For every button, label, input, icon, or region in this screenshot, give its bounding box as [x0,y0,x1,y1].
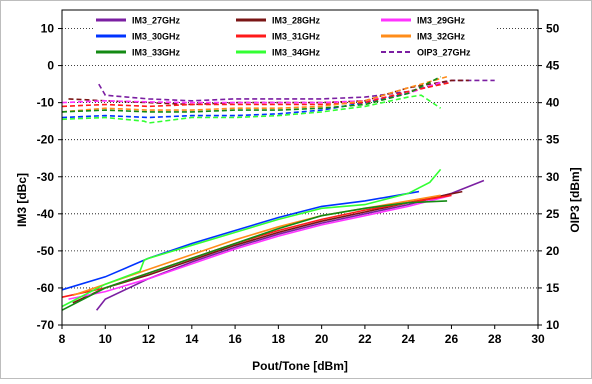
y2-tick-label-1: 15 [546,281,560,295]
y-tick-label-3: -40 [37,207,55,221]
y2-tick-label-2: 20 [546,244,560,258]
x-tick-label-8: 24 [402,332,416,346]
x-tick-label-6: 20 [315,332,329,346]
y2-tick-label-4: 30 [546,170,560,184]
y-tick-label-8: 10 [41,22,55,36]
y2-tick-label-7: 45 [546,59,560,73]
y-tick-label-5: -20 [37,133,55,147]
y-tick-label-1: -60 [37,281,55,295]
legend-label-6: IM3_33GHz [132,48,181,58]
y-tick-label-2: -50 [37,244,55,258]
y2-axis-title: OIP3 [dBm] [568,167,582,232]
x-tick-label-10: 28 [488,332,502,346]
legend-label-0: IM3_27GHz [132,16,181,26]
legend-label-7: IM3_34GHz [272,48,321,58]
y-tick-label-7: 0 [47,59,54,73]
im3-series-line-7 [61,168,442,308]
oip3-series-line-4 [61,81,452,108]
x-tick-label-0: 8 [59,332,66,346]
im3-series-line-2 [68,194,452,300]
oip3-series-line-5 [61,75,448,113]
x-tick-label-7: 22 [358,332,372,346]
x-axis-title: Pout/Tone [dBm] [252,359,348,373]
im3-series-layer [61,168,485,311]
y2-tick-label-6: 40 [546,96,560,110]
im3-series-line-3 [61,190,420,291]
legend-label-5: IM3_32GHz [417,32,466,42]
legend-label-8: OIP3_27GHz [417,48,471,58]
tick-layer: 8 10 12 14 16 18 20 22 24 26 28 30 -70 -60 -50 -40 -30 -2… [37,22,560,346]
legend-label-3: IM3_30GHz [132,32,181,42]
x-tick-label-5: 18 [272,332,286,346]
x-tick-label-9: 26 [445,332,459,346]
legend-label-1: IM3_28GHz [272,16,321,26]
oip3-series-line-2 [61,81,441,104]
legend-label-2: IM3_29GHz [417,16,466,26]
oip3-series-layer [61,75,495,124]
x-tick-label-4: 16 [228,332,242,346]
plot-area-border [61,9,539,326]
x-tick-label-1: 10 [99,332,113,346]
x-tick-label-2: 12 [142,332,156,346]
im3-series-line-1 [72,190,463,304]
legend-box [94,11,496,61]
x-tick-label-3: 14 [185,332,199,346]
y2-tick-label-0: 10 [546,318,560,332]
y-tick-label-4: -30 [37,170,55,184]
y-tick-label-0: -70 [37,318,55,332]
im3-series-line-6 [61,200,448,311]
oip3-series-line-7 [61,94,442,124]
legend-label-4: IM3_31GHz [272,32,321,42]
x-tick-label-11: 30 [531,332,545,346]
y2-tick-label-3: 25 [546,207,560,221]
y-tick-label-6: -10 [37,96,55,110]
oip3-series-line-6 [61,75,441,113]
y-axis-title: IM3 [dBc] [15,173,29,227]
y2-tick-label-8: 50 [546,22,560,36]
legend: IM3_27GHz IM3_28GHz IM3_29GHz IM3_30GHz IM3_… [94,11,496,61]
y2-tick-label-5: 35 [546,133,560,147]
